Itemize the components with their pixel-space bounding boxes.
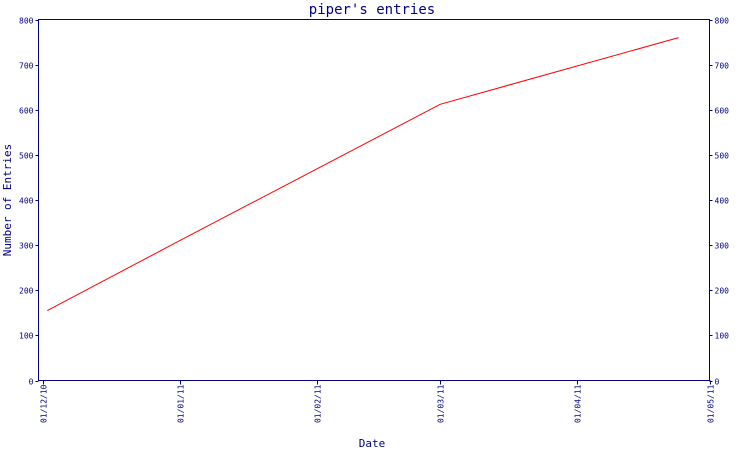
chart-title: piper's entries bbox=[309, 2, 435, 18]
x-tick-label: 01/01/11 bbox=[177, 384, 186, 423]
y-axis-left: 0 100 200 300 400 500 600 700 800 bbox=[19, 17, 39, 387]
x-tick-label: 01/04/11 bbox=[574, 384, 583, 423]
y-tick-label-left: 500 bbox=[19, 152, 34, 161]
series-group bbox=[47, 37, 679, 312]
y-tick-label-right: 300 bbox=[715, 242, 730, 251]
y-tick-label-left: 100 bbox=[19, 332, 34, 341]
y-axis-right: 0 100 200 300 400 500 600 700 800 bbox=[709, 17, 730, 387]
y-axis-label: Number of Entries bbox=[1, 144, 14, 257]
x-tick-label: 01/02/11 bbox=[314, 384, 323, 423]
y-tick-label-left: 600 bbox=[19, 107, 34, 116]
y-tick-label-right: 200 bbox=[715, 287, 730, 296]
y-tick-label-right: 0 bbox=[715, 378, 720, 387]
y-tick-label-right: 700 bbox=[715, 62, 730, 71]
x-axis-label: Date bbox=[359, 437, 386, 450]
y-tick-label-left: 300 bbox=[19, 242, 34, 251]
y-tick-label-right: 500 bbox=[715, 152, 730, 161]
y-tick-label-left: 400 bbox=[19, 197, 34, 206]
y-tick-label-right: 400 bbox=[715, 197, 730, 206]
y-tick-label-right: 600 bbox=[715, 107, 730, 116]
series-line bbox=[47, 37, 679, 312]
y-tick-label-left: 800 bbox=[19, 17, 34, 26]
plot-frame bbox=[38, 19, 710, 381]
x-tick-label: 01/05/11 bbox=[707, 384, 716, 423]
x-tick-label: 01/03/11 bbox=[437, 384, 446, 423]
y-tick-label-left: 200 bbox=[19, 287, 34, 296]
x-axis: 01/12/10 01/01/11 01/02/11 01/03/11 01/04/11… bbox=[40, 380, 716, 423]
y-tick-label-right: 100 bbox=[715, 332, 730, 341]
y-tick-label-left: 0 bbox=[29, 378, 34, 387]
y-tick-label-right: 800 bbox=[715, 17, 730, 26]
x-tick-label: 01/12/10 bbox=[40, 384, 49, 423]
y-tick-label-left: 700 bbox=[19, 62, 34, 71]
